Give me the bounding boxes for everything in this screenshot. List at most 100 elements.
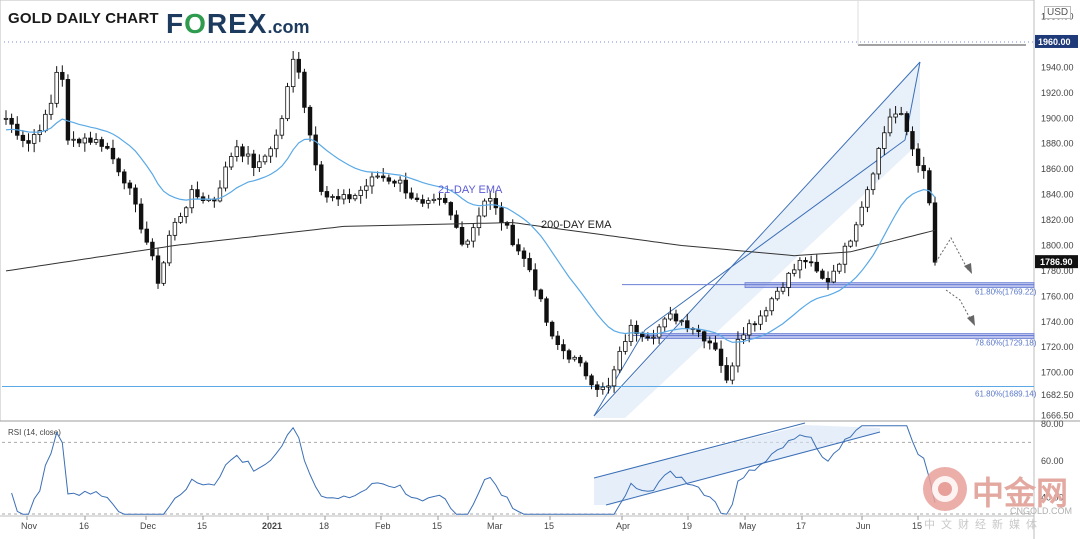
candle-up bbox=[736, 339, 740, 365]
candle-down bbox=[804, 260, 808, 261]
rsi-title: RSI (14, close) bbox=[8, 428, 61, 437]
candle-down bbox=[821, 271, 825, 278]
candle-down bbox=[393, 181, 397, 183]
projection-arrow-2 bbox=[946, 290, 972, 322]
candle-up bbox=[370, 177, 374, 186]
channel-lower-line bbox=[645, 140, 905, 330]
candle-up bbox=[680, 321, 684, 322]
candle-up bbox=[764, 311, 768, 316]
candle-up bbox=[573, 357, 577, 359]
candle-up bbox=[832, 271, 836, 282]
candle-down bbox=[449, 202, 453, 215]
candle-down bbox=[443, 198, 447, 202]
candle-up bbox=[229, 157, 233, 167]
candle-up bbox=[438, 198, 442, 199]
fib-label: 78.60%(1729.18) bbox=[975, 339, 1037, 348]
candle-down bbox=[826, 278, 830, 282]
candle-up bbox=[877, 148, 881, 173]
price-tick-label: 1720.00 bbox=[1041, 342, 1074, 352]
price-pane-frame bbox=[0, 0, 1034, 421]
candle-up bbox=[618, 351, 622, 370]
time-tick-label: Jun bbox=[856, 521, 871, 531]
candle-up bbox=[871, 174, 875, 190]
candle-down bbox=[89, 138, 93, 142]
candle-up bbox=[274, 135, 278, 149]
candle-up bbox=[669, 314, 673, 319]
candle-down bbox=[539, 290, 543, 299]
candle-up bbox=[286, 87, 290, 119]
time-tick-label: 2021 bbox=[262, 521, 282, 531]
candle-up bbox=[798, 260, 802, 269]
candle-down bbox=[905, 114, 909, 132]
candle-down bbox=[61, 72, 65, 79]
candle-up bbox=[488, 198, 492, 201]
candle-down bbox=[646, 337, 650, 338]
candle-up bbox=[4, 118, 8, 119]
candle-down bbox=[719, 349, 723, 365]
candle-down bbox=[336, 196, 340, 199]
price-tick-label: 1740.00 bbox=[1041, 317, 1074, 327]
candle-down bbox=[500, 208, 504, 223]
candle-up bbox=[612, 370, 616, 386]
candle-down bbox=[933, 203, 937, 262]
candle-down bbox=[297, 59, 301, 72]
candle-up bbox=[246, 154, 250, 156]
candle-down bbox=[314, 135, 318, 165]
chart-title: GOLD DAILY CHART bbox=[8, 10, 159, 27]
candle-down bbox=[319, 165, 323, 192]
fib-label: 61.80%(1689.14) bbox=[975, 389, 1037, 398]
candle-up bbox=[72, 139, 76, 140]
candle-down bbox=[809, 262, 813, 263]
candle-up bbox=[866, 190, 870, 208]
candle-down bbox=[528, 258, 532, 269]
candle-down bbox=[674, 314, 678, 321]
candle-down bbox=[410, 193, 414, 198]
time-tick-label: 17 bbox=[796, 521, 806, 531]
time-tick-label: Dec bbox=[140, 521, 157, 531]
candle-up bbox=[663, 319, 667, 327]
candle-down bbox=[308, 107, 312, 135]
candle-down bbox=[303, 72, 307, 107]
rsi-channel-fill bbox=[594, 425, 880, 505]
candle-down bbox=[685, 321, 689, 329]
currency-badge[interactable]: USD bbox=[1044, 6, 1071, 19]
candle-up bbox=[657, 327, 661, 337]
candle-down bbox=[134, 188, 138, 204]
candle-up bbox=[742, 335, 746, 340]
candle-down bbox=[117, 159, 121, 172]
rsi-tick-label: 80.00 bbox=[1041, 419, 1064, 429]
candle-up bbox=[747, 324, 751, 335]
brand-o: O bbox=[184, 8, 207, 39]
price-tick-label: 1840.00 bbox=[1041, 190, 1074, 200]
candle-down bbox=[21, 135, 25, 140]
candle-down bbox=[381, 176, 385, 178]
candle-down bbox=[595, 385, 599, 390]
candle-up bbox=[483, 201, 487, 216]
time-tick-label: 15 bbox=[912, 521, 922, 531]
candle-down bbox=[404, 180, 408, 193]
time-tick-label: 15 bbox=[544, 521, 554, 531]
candle-up bbox=[432, 199, 436, 200]
ema200-annotation: 200-DAY EMA bbox=[541, 219, 612, 231]
candle-up bbox=[258, 162, 262, 168]
time-tick-label: Mar bbox=[487, 521, 503, 531]
candle-up bbox=[342, 195, 346, 199]
candle-up bbox=[167, 235, 171, 263]
candle-down bbox=[922, 166, 926, 171]
time-tick-label: Feb bbox=[375, 521, 391, 531]
candle-up bbox=[94, 140, 98, 143]
candle-down bbox=[714, 343, 718, 349]
candle-up bbox=[652, 337, 656, 338]
candle-up bbox=[44, 114, 48, 130]
candle-up bbox=[359, 190, 363, 195]
candle-up bbox=[466, 241, 470, 244]
rsi-tick-label: 60.00 bbox=[1041, 456, 1064, 466]
time-tick-label: 16 bbox=[79, 521, 89, 531]
candle-up bbox=[162, 263, 166, 283]
time-tick-label: 18 bbox=[319, 521, 329, 531]
projection-arrowhead-2 bbox=[967, 315, 975, 326]
candle-down bbox=[10, 118, 14, 124]
candle-down bbox=[928, 171, 932, 203]
candle-up bbox=[179, 216, 183, 222]
candle-down bbox=[590, 376, 594, 385]
